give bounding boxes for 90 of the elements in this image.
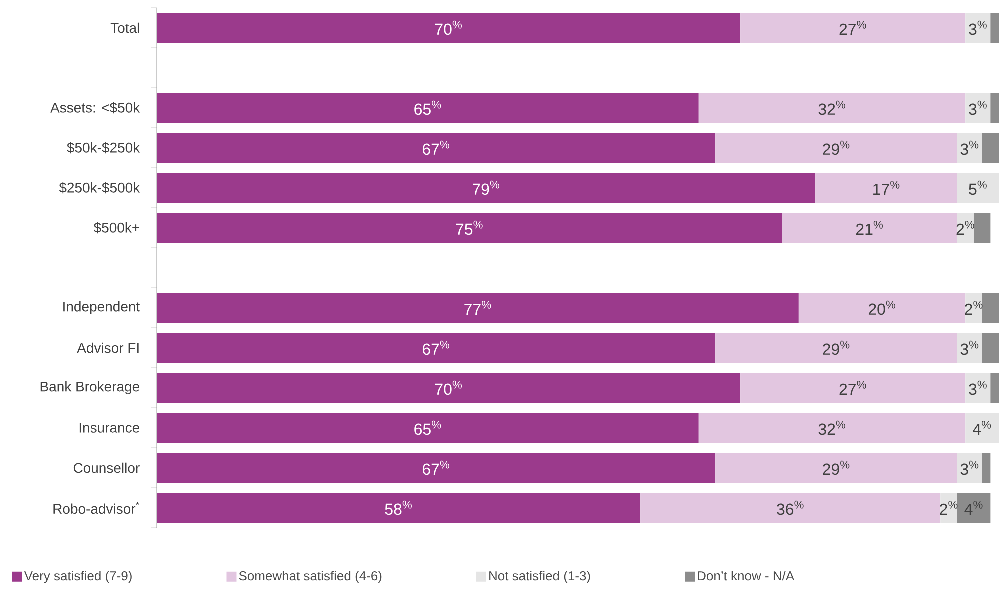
- bar: [716, 133, 958, 164]
- bar: [957, 133, 982, 164]
- legend-label: Somewhat satisfied (4-6): [239, 571, 382, 584]
- bar: [156, 293, 799, 324]
- y-tick-label: Advisor FI: [77, 342, 139, 354]
- bar: [716, 453, 958, 484]
- bar: [698, 413, 966, 444]
- bar: [740, 13, 966, 43]
- bar: [156, 493, 641, 524]
- legend-label: Don’t know - N/A: [698, 571, 795, 581]
- bar: [966, 413, 999, 444]
- bar: [957, 333, 982, 364]
- bar: [156, 333, 716, 364]
- data-label: 5$^{%}$: [969, 180, 987, 196]
- data-label: 3$^{%}$: [960, 140, 979, 156]
- data-label: 67$^{%}$: [422, 140, 450, 156]
- data-label: 29$^{%}$: [823, 340, 850, 356]
- bar: [990, 13, 999, 43]
- bar: [716, 333, 958, 364]
- data-label: 29$^{%}$: [823, 140, 850, 156]
- bar: [957, 453, 982, 484]
- data-label: 27$^{%}$: [840, 20, 866, 36]
- y-tick-label: $50k-$250k: [67, 142, 140, 154]
- data-label: 67$^{%}$: [422, 460, 450, 476]
- y-tick-label: Bank Brokerage: [40, 381, 140, 395]
- bar: [782, 213, 958, 244]
- data-label: 2$^{%}$: [956, 221, 974, 236]
- bar: [990, 373, 999, 404]
- data-label: 4$^{%}$: [973, 421, 992, 436]
- data-label: 77$^{%}$: [464, 301, 492, 316]
- y-tick-label: Insurance: [80, 423, 140, 433]
- bar: [156, 213, 782, 244]
- legend-label: Very satisfied (7-9): [24, 571, 132, 584]
- data-label: 70$^{%}$: [435, 380, 462, 396]
- data-label: 3$^{%}$: [960, 460, 979, 476]
- bar: [957, 493, 991, 524]
- y-tick-label: Independent: [64, 301, 140, 315]
- bar: [940, 493, 958, 524]
- data-label: 2$^{%}$: [940, 501, 958, 516]
- data-label: 3$^{%}$: [960, 340, 979, 356]
- bar: [156, 453, 716, 484]
- bar: [974, 213, 991, 244]
- data-label: 3$^{%}$: [969, 100, 987, 116]
- data-label: 3$^{%}$: [969, 20, 987, 36]
- bar: [957, 173, 999, 204]
- y-tick-label: $500k+: [94, 222, 140, 234]
- data-label: 36$^{%}$: [777, 500, 804, 516]
- bar: [698, 93, 966, 124]
- bar: [990, 93, 999, 124]
- data-label: 4$^{%}$: [964, 501, 983, 516]
- y-tick-label: Counsellor: [74, 462, 140, 474]
- bar: [740, 373, 966, 404]
- data-label: 65$^{%}$: [414, 420, 442, 436]
- bar: [156, 173, 816, 204]
- bar: [156, 413, 699, 444]
- data-label: 32$^{%}$: [818, 100, 846, 116]
- bar: [156, 373, 741, 404]
- data-label: 75$^{%}$: [456, 220, 483, 236]
- y-tick-label: Robo-advisor$^{*}$: [54, 502, 140, 514]
- y-tick-label: $250k-$500k: [59, 182, 140, 194]
- bar: [640, 493, 941, 524]
- bar: [966, 93, 991, 124]
- bar: [156, 93, 699, 124]
- data-label: 67$^{%}$: [422, 340, 450, 356]
- bar: [798, 293, 966, 324]
- data-label: 70$^{%}$: [435, 20, 462, 36]
- bar: [982, 133, 999, 164]
- bar: [966, 293, 982, 324]
- data-label: 29$^{%}$: [823, 460, 850, 476]
- bar: [816, 173, 958, 204]
- data-label: 17$^{%}$: [874, 181, 900, 196]
- data-label: 2$^{%}$: [965, 301, 983, 316]
- bar: [982, 453, 991, 484]
- data-label: 58$^{%}$: [385, 500, 412, 516]
- bar: [966, 13, 991, 43]
- bar: [966, 373, 991, 404]
- y-tick-label: Assets: <$50k: [50, 102, 140, 114]
- data-label: 32$^{%}$: [818, 420, 846, 436]
- bar: [982, 333, 999, 364]
- data-label: 79$^{%}$: [473, 180, 500, 196]
- data-label: 65$^{%}$: [414, 100, 442, 116]
- bar: [156, 133, 716, 164]
- data-label: 21$^{%}$: [856, 221, 884, 236]
- legend-label: Not satisfied (1-3): [490, 571, 590, 584]
- data-label: 27$^{%}$: [840, 381, 866, 396]
- data-label: 20$^{%}$: [868, 300, 896, 316]
- bar: [156, 13, 741, 43]
- bar: [982, 293, 999, 324]
- y-tick-label: Total: [110, 22, 140, 34]
- data-label: 3$^{%}$: [969, 380, 987, 396]
